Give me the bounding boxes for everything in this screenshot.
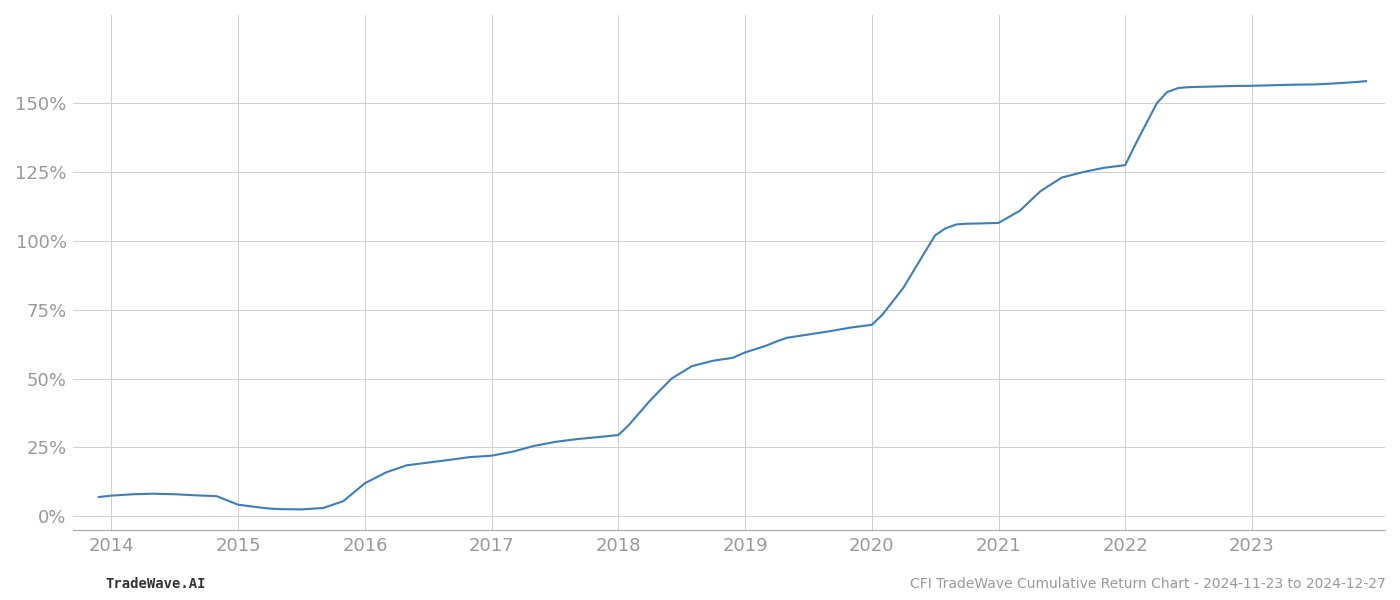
Text: TradeWave.AI: TradeWave.AI <box>105 577 206 591</box>
Text: CFI TradeWave Cumulative Return Chart - 2024-11-23 to 2024-12-27: CFI TradeWave Cumulative Return Chart - … <box>910 577 1386 591</box>
